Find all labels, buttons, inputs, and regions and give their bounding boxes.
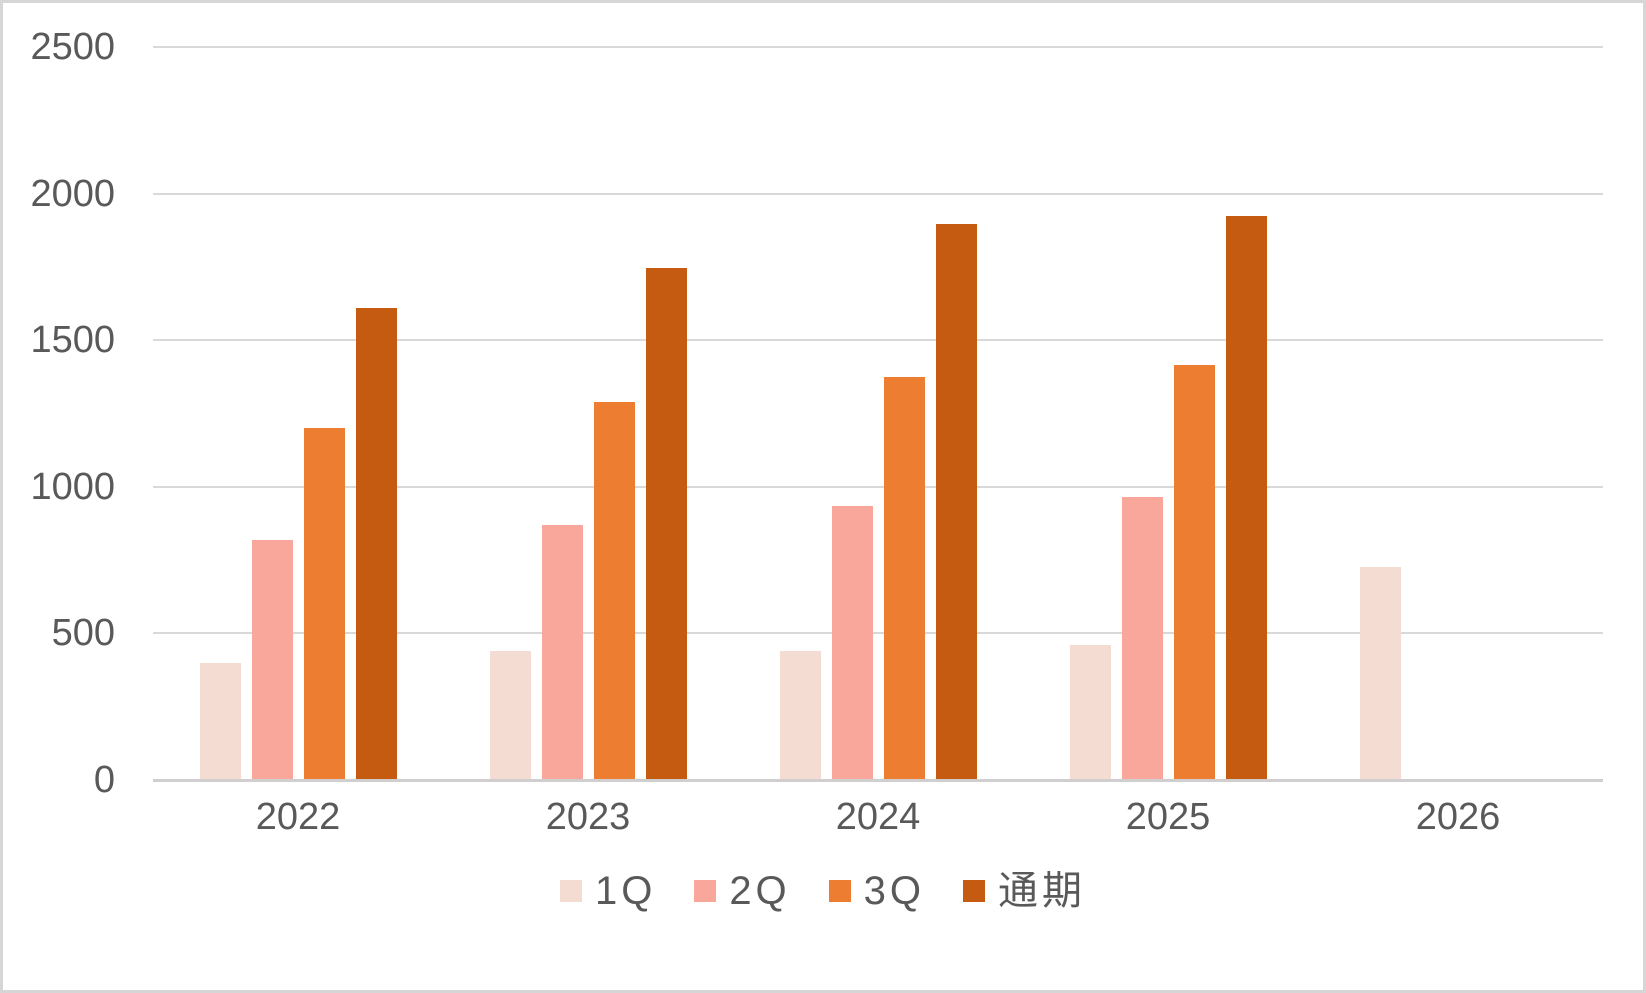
x-axis-line: [153, 779, 1603, 782]
legend-label: 通期: [998, 869, 1087, 913]
y-tick-label: 1500: [30, 319, 115, 362]
x-axis-label-2022: 2022: [255, 796, 341, 838]
bar-3Q-2022: [303, 428, 345, 780]
bar-group-2026: [1313, 47, 1603, 780]
gridline: [153, 485, 1603, 488]
x-axis-label-2023: 2023: [545, 796, 631, 838]
bar-1Q-2022: [199, 662, 241, 780]
legend-item-3Q: 3Q: [828, 869, 926, 913]
bar-group-2022: [153, 47, 443, 780]
gridline: [153, 192, 1603, 195]
bar-3Q-2025: [1173, 365, 1215, 780]
legend-label: 3Q: [863, 869, 926, 913]
bar-3Q-2024: [883, 376, 925, 780]
legend: 1Q 2Q 3Q 通期: [3, 871, 1643, 911]
y-tick-label: 2000: [30, 172, 115, 215]
legend-label: 2Q: [729, 869, 791, 913]
legend-label: 1Q: [594, 869, 657, 913]
legend-swatch-icon: [828, 880, 851, 902]
bar-通期-2023: [645, 268, 687, 780]
bar-group-2025: [1023, 47, 1313, 780]
bar-1Q-2026: [1359, 567, 1401, 780]
y-tick-label: 1000: [30, 465, 115, 508]
x-axis-label-2026: 2026: [1415, 796, 1501, 838]
x-axis-labels: 2022 2023 2024 2025 2026: [153, 796, 1603, 839]
legend-swatch-icon: [559, 880, 582, 902]
bar-2Q-2022: [251, 539, 293, 780]
bar-1Q-2025: [1069, 645, 1111, 780]
bar-group-2024: [733, 47, 1023, 780]
legend-swatch-icon: [963, 880, 986, 902]
plot-area: [153, 46, 1603, 782]
bar-3Q-2023: [593, 401, 635, 780]
bar-通期-2022: [355, 307, 397, 780]
legend-item-1Q: 1Q: [559, 869, 657, 913]
legend-swatch-icon: [694, 880, 717, 902]
bar-2Q-2023: [541, 524, 583, 780]
bar-2Q-2024: [831, 505, 873, 780]
gridline: [153, 339, 1603, 342]
legend-item-通期: 通期: [963, 871, 1086, 911]
gridline: [153, 46, 1603, 48]
y-axis: 0 500 1000 1500 2000 2500: [3, 28, 115, 799]
bar-通期-2025: [1225, 215, 1267, 780]
legend-item-2Q: 2Q: [694, 871, 790, 911]
gridline: [153, 632, 1603, 635]
bar-1Q-2024: [779, 651, 821, 780]
y-tick-label: 500: [51, 612, 115, 655]
bar-通期-2024: [935, 224, 977, 780]
bar-groups: [153, 47, 1603, 780]
y-tick-label: 2500: [30, 26, 115, 68]
x-axis-label-2024: 2024: [835, 796, 921, 838]
bar-1Q-2023: [489, 651, 531, 780]
y-tick-label: 0: [93, 759, 115, 801]
bar-group-2023: [443, 47, 733, 780]
bar-2Q-2025: [1121, 497, 1163, 780]
x-axis-label-2025: 2025: [1125, 796, 1211, 838]
